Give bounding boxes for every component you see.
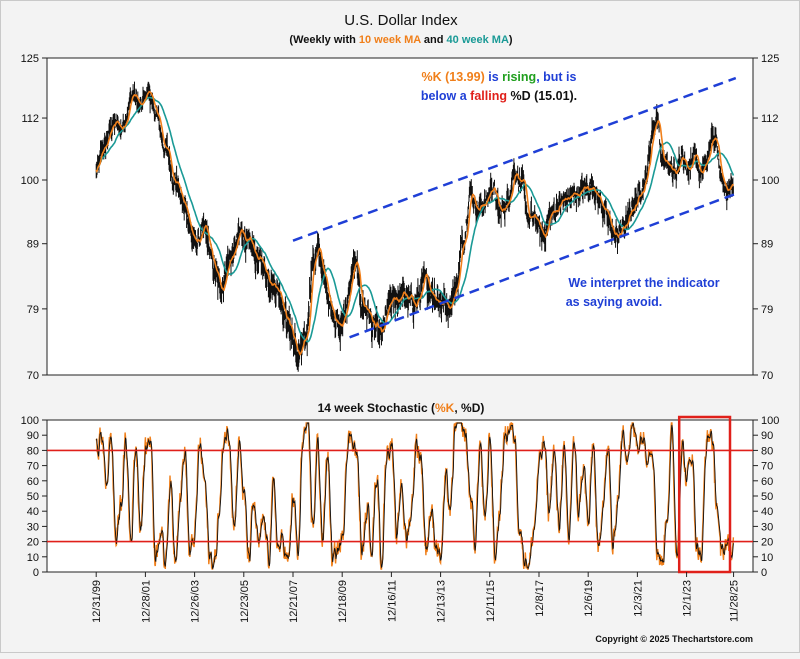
price-axes: 70 70 79 79 89 89 100 100 112 112 125 125 <box>21 53 780 382</box>
x-tick-label: 12/18/09 <box>337 580 349 623</box>
stochastic-axes: 0 0 10 10 20 20 30 30 40 40 50 50 60 60 70 70 80 80 90 90 10… <box>21 415 780 579</box>
stoch-y-tick-label-left: 0 <box>33 567 39 579</box>
annotation-part: %K (13.99) <box>422 70 485 84</box>
price-plot-area <box>46 57 754 376</box>
x-tick-label: 12/1/23 <box>682 580 694 617</box>
x-tick-label: 12/8/17 <box>534 580 546 617</box>
chart-subtitle: (Weekly with 10 week MA and 40 week MA) <box>289 34 513 46</box>
stoch-y-tick-label-right: 80 <box>761 445 773 457</box>
stoch-y-tick-label-right: 0 <box>761 567 767 579</box>
y-tick-label-left: 100 <box>21 175 39 187</box>
stoch-title-d: %D <box>461 401 481 415</box>
annotation-line-2: below a falling %D (15.01). <box>421 89 577 103</box>
y-tick-label-right: 89 <box>761 239 773 251</box>
x-tick-label: 12/26/03 <box>190 580 202 623</box>
x-tick-label: 12/13/13 <box>436 580 448 623</box>
subtitle-suffix: ) <box>509 34 513 46</box>
stoch-y-tick-label-right: 40 <box>761 506 773 518</box>
y-tick-label-left: 125 <box>21 53 39 65</box>
stoch-y-tick-label-left: 40 <box>27 506 39 518</box>
stoch-y-tick-label-right: 50 <box>761 491 773 503</box>
stoch-y-tick-label-right: 60 <box>761 476 773 488</box>
stoch-y-tick-label-left: 50 <box>27 491 39 503</box>
annotation-layer: %K (13.99) is rising, but is below a fall… <box>421 70 720 309</box>
y-tick-label-right: 125 <box>761 53 779 65</box>
x-axis: 12/31/99 12/28/01 12/26/03 12/23/05 12/21/07… <box>91 572 741 623</box>
annotation-part: , but is <box>536 70 576 84</box>
stoch-title-suffix: ) <box>480 401 484 415</box>
annotation-line-3: We interpret the indicator <box>568 276 719 290</box>
stoch-y-tick-label-left: 90 <box>27 430 39 442</box>
y-tick-label-left: 79 <box>27 304 39 316</box>
stoch-y-tick-label-right: 30 <box>761 521 773 533</box>
x-tick-label: 12/11/15 <box>485 580 497 622</box>
annotation-line-1: %K (13.99) is rising, but is <box>422 70 577 84</box>
stochastic-title: 14 week Stochastic (%K, %D) <box>318 401 485 415</box>
annotation-line-4: as saying avoid. <box>566 295 663 309</box>
stoch-y-tick-label-left: 70 <box>27 461 39 473</box>
ma10-line <box>95 90 735 356</box>
y-tick-label-left: 112 <box>21 113 39 125</box>
chart-title: U.S. Dollar Index <box>344 12 458 29</box>
stoch-y-tick-label-right: 70 <box>761 461 773 473</box>
stoch-d-line <box>95 422 734 570</box>
channel-upper-line <box>292 76 737 242</box>
x-tick-label: 12/6/19 <box>583 580 595 617</box>
channel-lower-line <box>349 192 737 339</box>
y-tick-label-right: 112 <box>761 113 779 125</box>
stoch-y-tick-label-right: 90 <box>761 430 773 442</box>
x-tick-label: 11/28/25 <box>729 580 741 622</box>
stoch-title-k: %K <box>435 401 455 415</box>
stoch-y-tick-label-left: 10 <box>27 552 39 564</box>
y-tick-label-left: 70 <box>27 370 39 382</box>
x-tick-label: 12/23/05 <box>239 580 251 623</box>
annotation-part: falling <box>470 89 507 103</box>
stoch-title-prefix: 14 week Stochastic ( <box>318 401 435 415</box>
stoch-y-tick-label-right: 10 <box>761 552 773 564</box>
x-tick-label: 12/3/21 <box>632 580 644 617</box>
stoch-y-tick-label-left: 80 <box>27 445 39 457</box>
stoch-y-tick-label-left: 30 <box>27 521 39 533</box>
x-tick-label: 12/21/07 <box>288 580 300 623</box>
annotation-part: rising <box>502 70 536 84</box>
x-tick-label: 12/31/99 <box>91 580 103 623</box>
annotation-part: We interpret the indicator <box>568 276 719 290</box>
x-tick-label: 12/16/11 <box>386 580 398 622</box>
stochastic-layer <box>47 415 753 574</box>
subtitle-mid: and <box>421 34 447 46</box>
annotation-part: as saying avoid. <box>566 295 663 309</box>
y-tick-label-right: 79 <box>761 304 773 316</box>
stoch-y-tick-label-right: 20 <box>761 537 773 549</box>
subtitle-prefix: (Weekly with <box>289 34 358 46</box>
highlight-box <box>677 415 732 574</box>
stoch-y-tick-label-right: 100 <box>761 415 779 427</box>
annotation-part: below a <box>421 89 470 103</box>
stoch-title-sep: , <box>454 401 461 415</box>
x-tick-label: 12/28/01 <box>140 580 152 623</box>
annotation-part: %D (15.01). <box>507 89 577 103</box>
copyright-text: Copyright © 2025 Thechartstore.com <box>595 634 753 644</box>
annotation-part: is <box>485 70 502 84</box>
stoch-y-tick-label-left: 20 <box>27 537 39 549</box>
y-tick-label-left: 89 <box>27 239 39 251</box>
subtitle-ma40: 40 week MA <box>447 34 509 46</box>
y-tick-label-right: 100 <box>761 175 779 187</box>
stoch-y-tick-label-left: 60 <box>27 476 39 488</box>
stoch-y-tick-label-left: 100 <box>21 415 39 427</box>
y-tick-label-right: 70 <box>761 370 773 382</box>
price-layer <box>95 76 737 372</box>
subtitle-ma10: 10 week MA <box>359 34 421 46</box>
ma40-line <box>95 96 735 343</box>
